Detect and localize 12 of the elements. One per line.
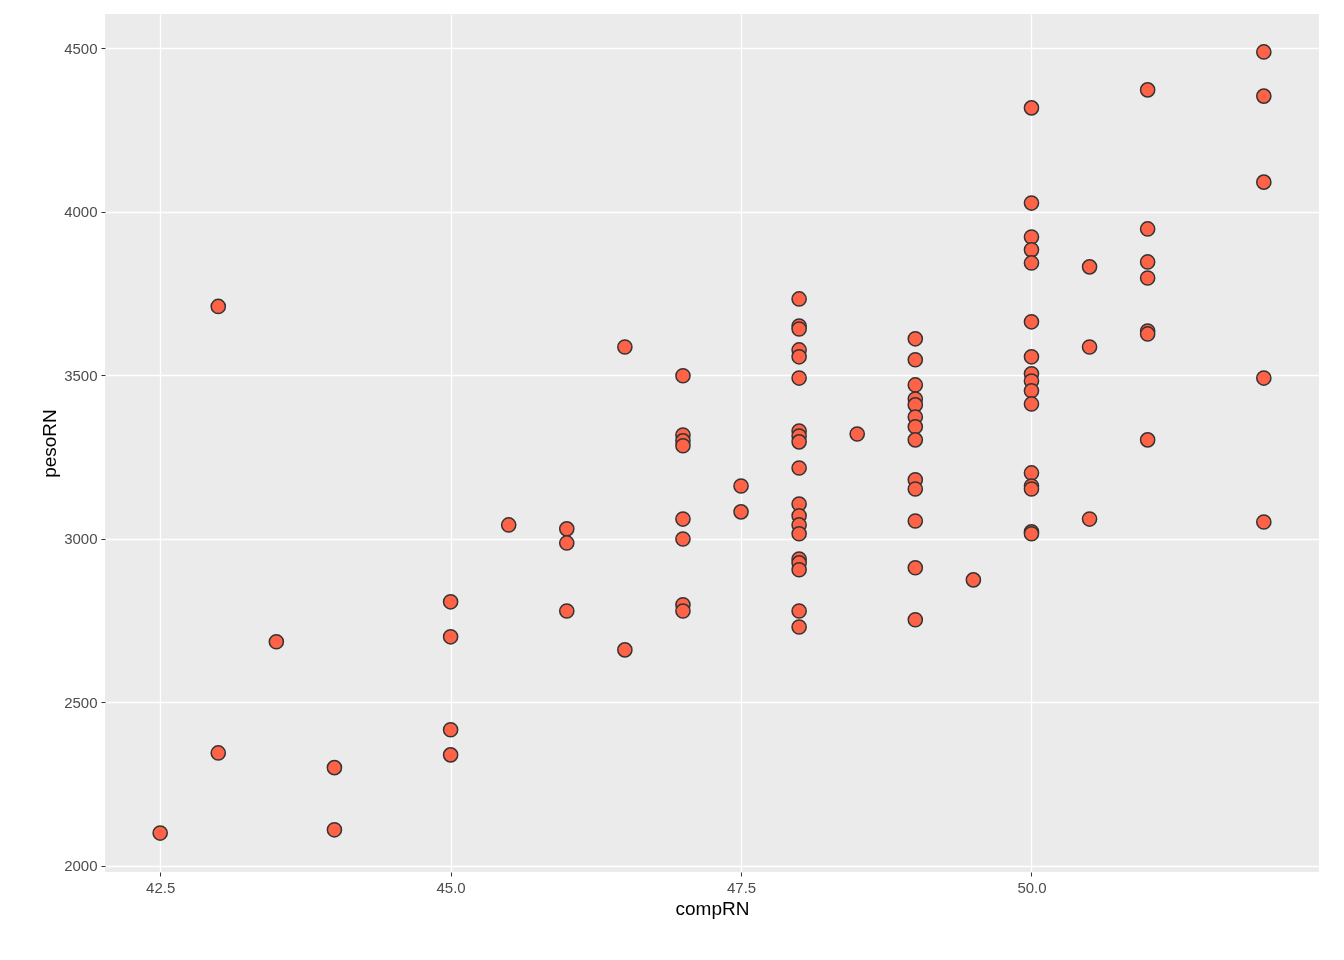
y-tick-label: 3000 bbox=[64, 530, 98, 548]
y-tick-label: 2000 bbox=[64, 857, 98, 875]
y-axis-title: pesoRN bbox=[39, 409, 61, 478]
x-tick-label: 45.0 bbox=[436, 878, 466, 896]
x-axis-title: compRN bbox=[675, 897, 750, 919]
x-tick-label: 42.5 bbox=[146, 878, 176, 896]
x-tick-label: 50.0 bbox=[1017, 878, 1047, 896]
y-tick-label: 3500 bbox=[64, 366, 98, 384]
y-tick-label: 4500 bbox=[64, 39, 98, 57]
y-tick-label: 2500 bbox=[64, 693, 98, 711]
x-tick-label: 47.5 bbox=[726, 878, 757, 896]
y-tick-label: 4000 bbox=[64, 203, 98, 221]
